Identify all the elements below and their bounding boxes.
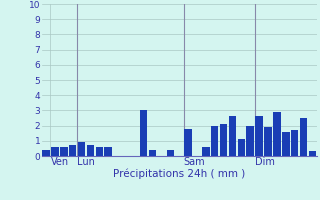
Bar (96, 147, 103, 156)
Bar (229, 116, 236, 156)
Bar (60, 147, 68, 156)
Bar (202, 147, 210, 156)
Bar (237, 139, 245, 156)
X-axis label: Précipitations 24h ( mm ): Précipitations 24h ( mm ) (113, 169, 245, 179)
Bar (166, 150, 174, 156)
Bar (140, 110, 148, 156)
Bar (78, 142, 85, 156)
Bar (291, 130, 298, 156)
Bar (87, 145, 94, 156)
Bar (300, 118, 307, 156)
Bar (51, 147, 59, 156)
Bar (273, 112, 281, 156)
Bar (282, 132, 290, 156)
Bar (104, 147, 112, 156)
Bar (255, 116, 263, 156)
Bar (211, 126, 219, 156)
Bar (69, 145, 76, 156)
Bar (308, 151, 316, 156)
Bar (42, 150, 50, 156)
Bar (220, 124, 227, 156)
Bar (149, 150, 156, 156)
Bar (184, 129, 192, 156)
Bar (246, 126, 254, 156)
Bar (264, 127, 272, 156)
